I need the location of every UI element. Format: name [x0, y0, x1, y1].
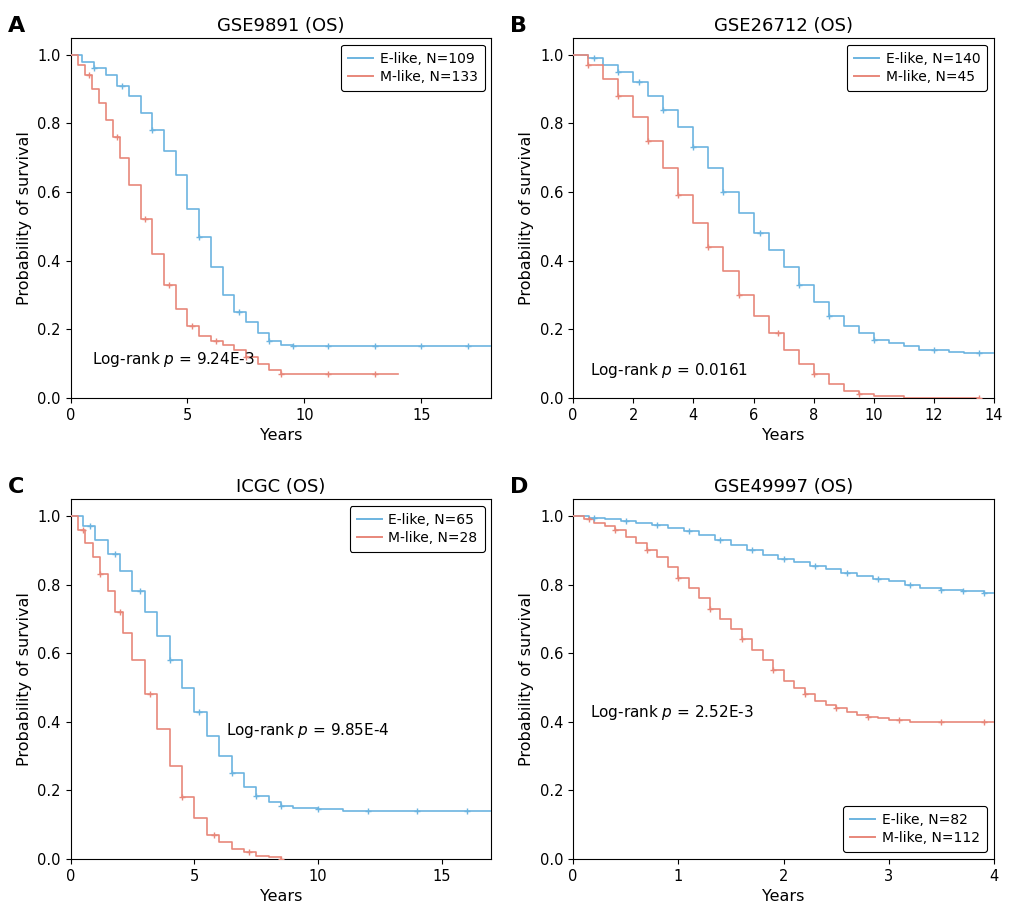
Title: GSE9891 (OS): GSE9891 (OS) [217, 17, 344, 35]
Y-axis label: Probability of survival: Probability of survival [519, 592, 534, 766]
Y-axis label: Probability of survival: Probability of survival [16, 131, 32, 305]
Text: A: A [7, 16, 24, 36]
X-axis label: Years: Years [761, 428, 804, 443]
Text: B: B [510, 16, 527, 36]
Text: Log-rank $p$ = 2.52E-3: Log-rank $p$ = 2.52E-3 [589, 703, 753, 722]
Title: ICGC (OS): ICGC (OS) [236, 478, 325, 495]
Text: C: C [7, 477, 23, 497]
X-axis label: Years: Years [260, 890, 302, 904]
X-axis label: Years: Years [260, 428, 302, 443]
Text: D: D [510, 477, 528, 497]
Title: GSE49997 (OS): GSE49997 (OS) [713, 478, 853, 495]
Text: Log-rank $p$ = 0.0161: Log-rank $p$ = 0.0161 [589, 361, 747, 379]
Legend: E-like, N=65, M-like, N=28: E-like, N=65, M-like, N=28 [350, 506, 484, 552]
Y-axis label: Probability of survival: Probability of survival [16, 592, 32, 766]
Legend: E-like, N=109, M-like, N=133: E-like, N=109, M-like, N=133 [340, 44, 484, 90]
Legend: E-like, N=140, M-like, N=45: E-like, N=140, M-like, N=45 [846, 44, 986, 90]
Legend: E-like, N=82, M-like, N=112: E-like, N=82, M-like, N=112 [843, 806, 986, 852]
Title: GSE26712 (OS): GSE26712 (OS) [713, 17, 852, 35]
Y-axis label: Probability of survival: Probability of survival [519, 131, 534, 305]
Text: Log-rank $p$ = 9.85E-4: Log-rank $p$ = 9.85E-4 [226, 721, 389, 740]
X-axis label: Years: Years [761, 890, 804, 904]
Text: Log-rank $p$ = 9.24E-3: Log-rank $p$ = 9.24E-3 [92, 350, 254, 369]
